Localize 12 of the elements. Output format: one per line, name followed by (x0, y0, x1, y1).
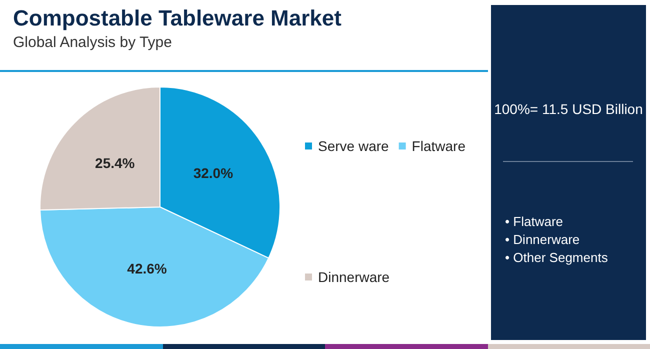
text: • Flatware (505, 213, 564, 231)
legend-label: Serve ware (318, 138, 390, 154)
data-label: 42.6% (127, 260, 168, 277)
text: 100%= 11.5 USD Billion (493, 101, 644, 117)
data-label: 25.4% (95, 155, 136, 172)
text: • Dinnerware (505, 231, 581, 249)
text: • Other Segments (505, 249, 608, 267)
chart-subtitle: Global Analysis by Type (13, 34, 172, 51)
data-label: 32.0% (193, 165, 234, 182)
chart-title: Compostable Tableware Market (13, 6, 342, 30)
legend-label: Flatware (412, 138, 466, 154)
legend-label: Dinnerware (318, 269, 390, 285)
